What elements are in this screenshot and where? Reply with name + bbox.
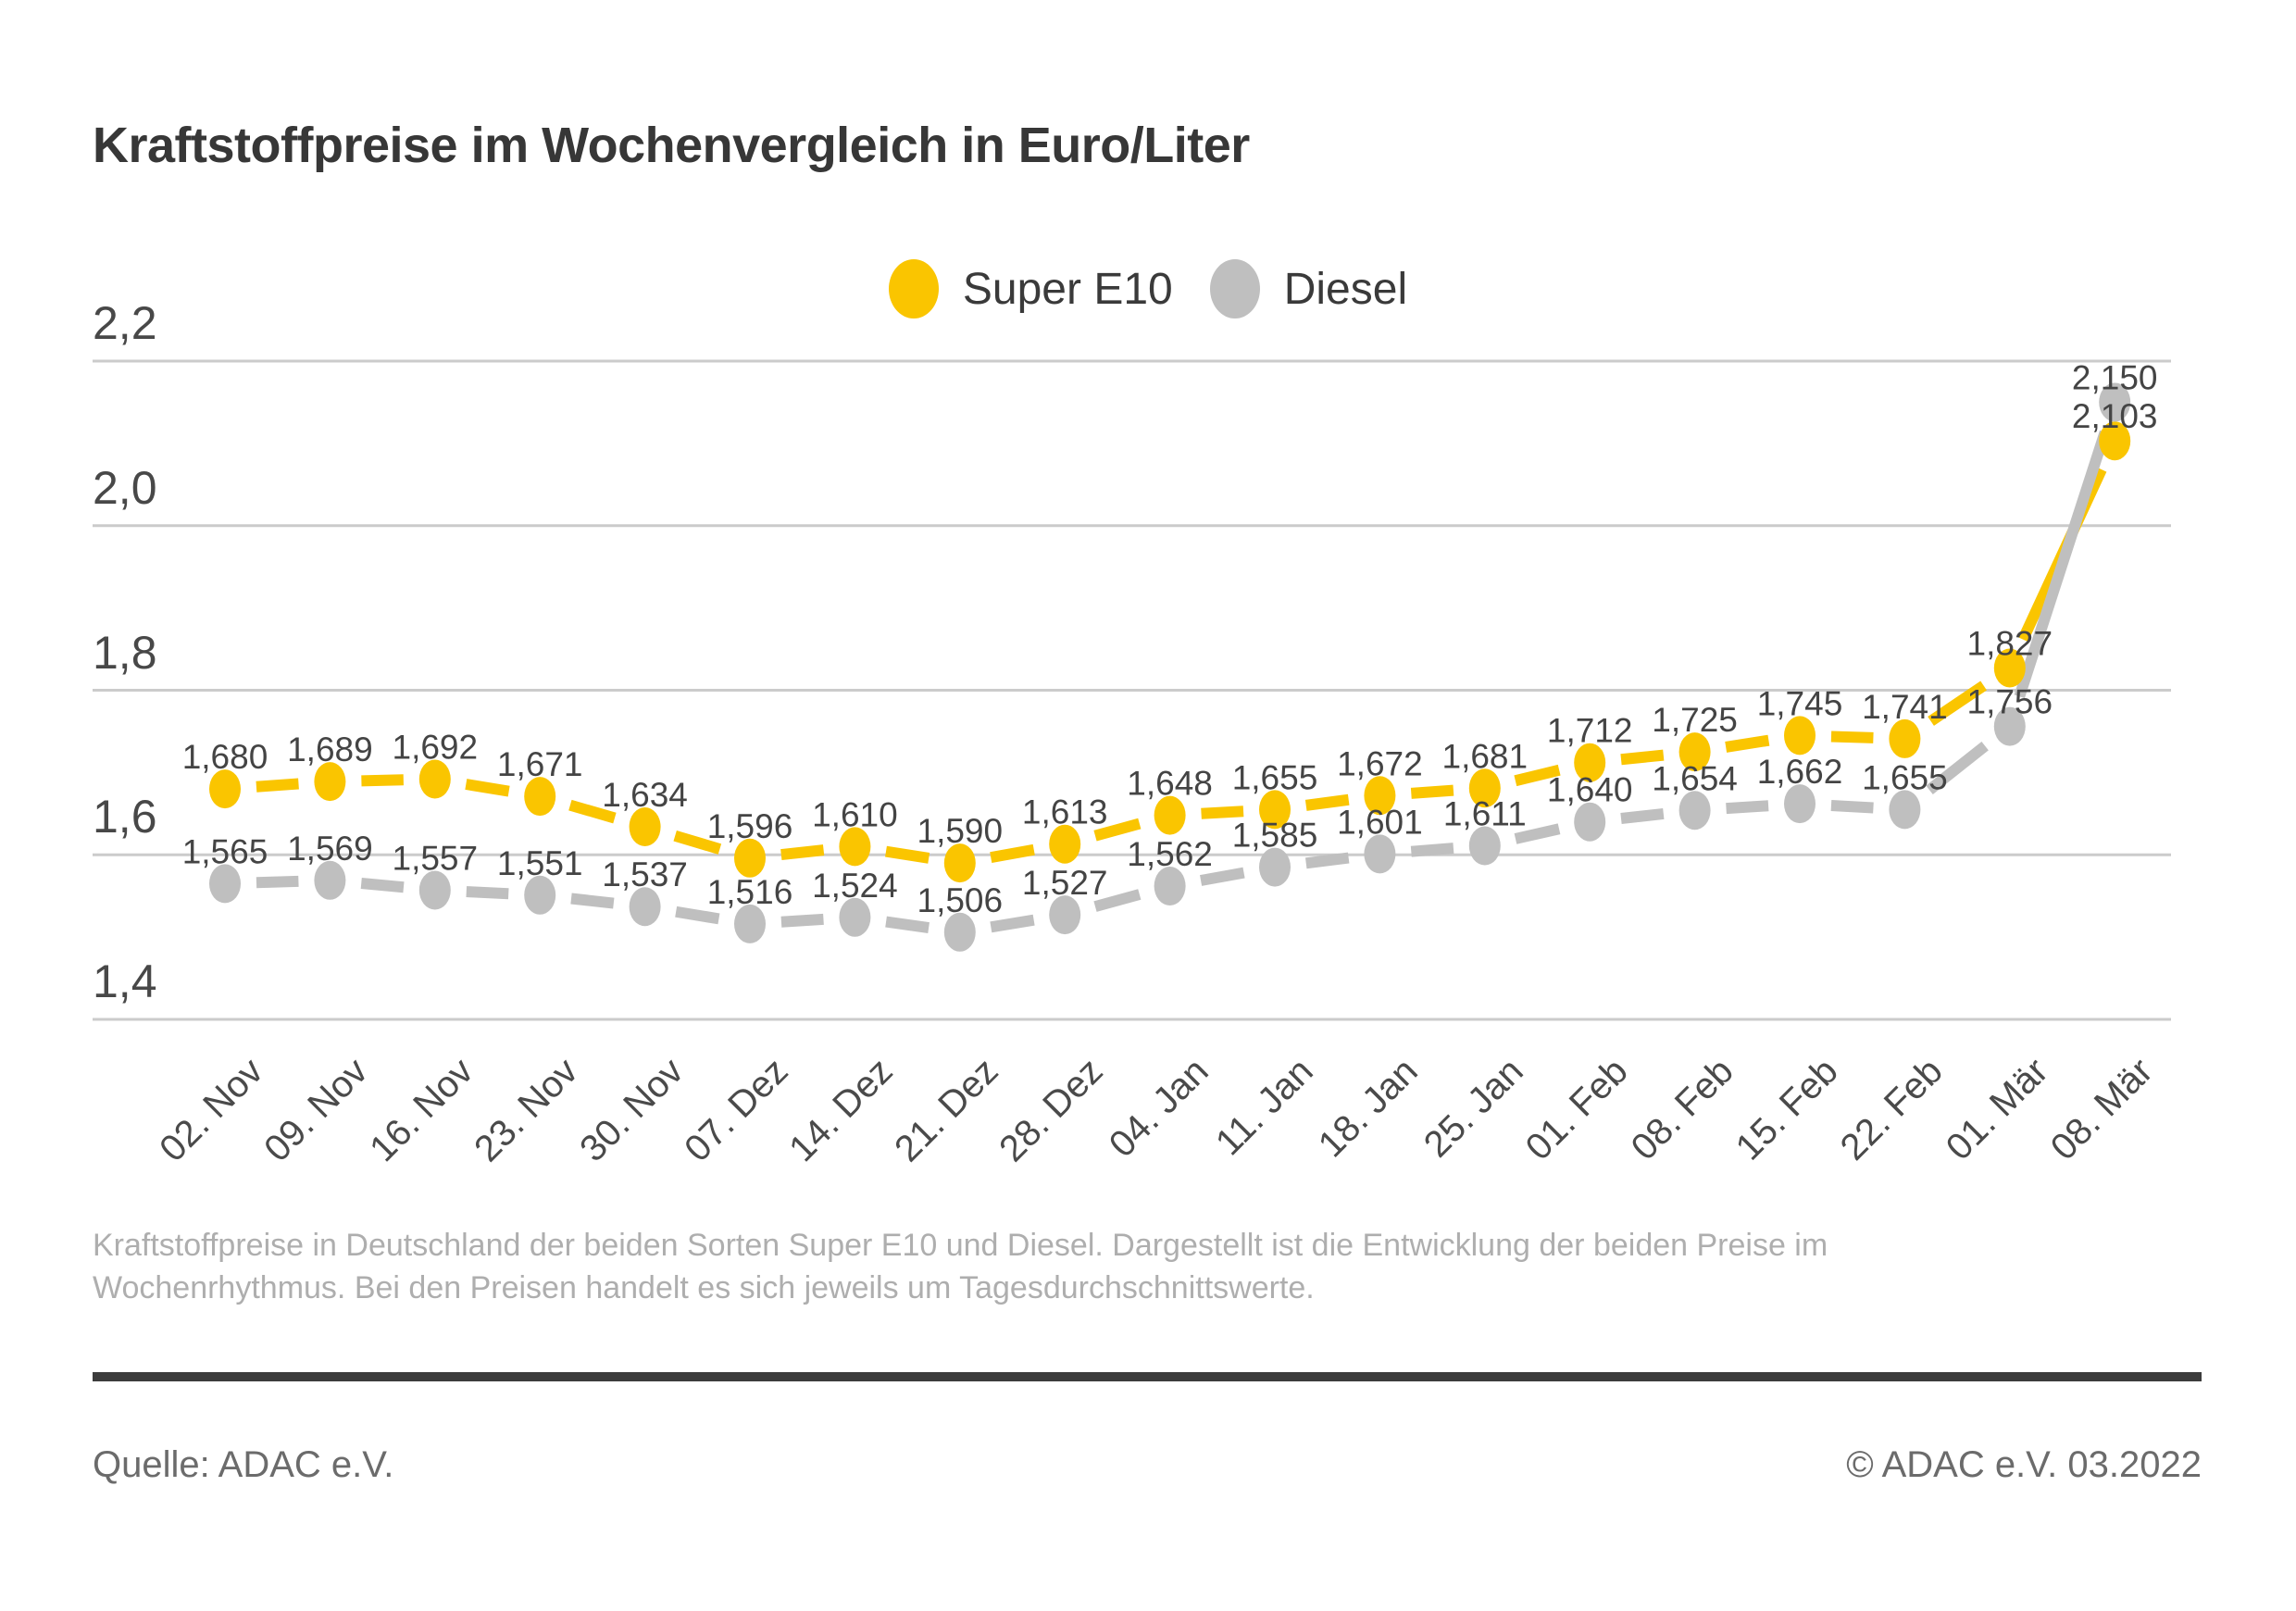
page-title: Kraftstoffpreise im Wochenvergleich in E… [93,118,1250,173]
value-label: 1,712 [1547,712,1633,750]
value-label: 1,662 [1757,753,1843,791]
value-label: 1,524 [812,867,898,905]
value-label: 1,745 [1757,684,1843,722]
y-tick-label: 1,8 [93,626,157,679]
value-label: 1,671 [497,745,583,783]
value-label: 1,601 [1337,803,1423,841]
legend-label-super-e10: Super E10 [962,264,1173,314]
value-label: 1,654 [1652,759,1738,797]
value-label: 1,692 [393,728,479,766]
value-label: 1,585 [1232,817,1318,855]
value-label: 1,756 [1967,683,2053,721]
value-label: 1,613 [1022,793,1108,831]
diesel-legend-dot-icon [1209,259,1260,318]
value-label: 1,537 [602,855,688,893]
value-label: 1,827 [1967,625,2053,663]
value-label: 1,681 [1442,737,1529,775]
value-label: 1,741 [1862,688,1948,726]
source-label: Quelle: ADAC e.V. [93,1444,394,1485]
value-label: 1,516 [707,873,793,911]
value-label: 2,150 [2072,358,2158,396]
super-e10-legend-dot-icon [888,259,939,318]
value-label: 1,672 [1337,744,1423,782]
legend-item-diesel: Diesel [1209,259,1408,318]
y-tick-label: 1,4 [93,955,157,1007]
value-label: 1,562 [1127,835,1213,873]
y-tick-label: 1,6 [93,791,157,843]
value-label: 1,689 [287,731,373,768]
y-tick-label: 2,2 [93,297,157,349]
value-label: 1,648 [1127,765,1213,803]
value-label: 1,557 [393,839,479,877]
value-label: 1,655 [1232,758,1318,796]
value-label: 1,527 [1022,864,1108,902]
value-label: 1,569 [287,830,373,868]
value-label: 1,634 [602,776,688,814]
copyright-label: © ADAC e.V. 03.2022 [1846,1444,2202,1485]
value-label: 1,590 [917,812,1004,850]
value-label: 1,640 [1547,771,1633,809]
value-label: 2,103 [2072,397,2158,435]
y-tick-label: 2,0 [93,461,157,514]
value-label: 1,680 [182,738,268,776]
divider-rule [93,1372,2202,1381]
footnote-line-2: Wochenrhythmus. Bei den Preisen handelt … [93,1270,1315,1305]
value-label: 1,611 [1443,794,1527,832]
value-label: 1,551 [497,844,583,882]
legend-item-super-e10: Super E10 [888,259,1173,318]
value-label: 1,610 [812,795,898,833]
value-label: 1,655 [1862,758,1948,796]
legend: Super E10 Diesel [0,252,2296,326]
source-row: Quelle: ADAC e.V. © ADAC e.V. 03.2022 [93,1444,2202,1486]
legend-label-diesel: Diesel [1283,264,1408,314]
value-label: 1,506 [917,881,1004,919]
footnote-line-1: Kraftstoffpreise in Deutschland der beid… [93,1228,1828,1263]
value-label: 1,725 [1652,701,1738,739]
value-label: 1,596 [707,807,793,845]
value-label: 1,565 [182,832,268,870]
